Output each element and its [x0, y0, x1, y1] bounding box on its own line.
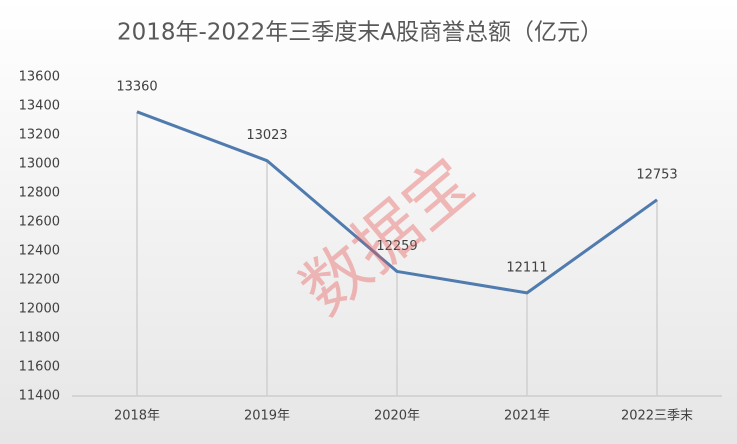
x-tick-label: 2019年: [244, 409, 290, 424]
x-tick-label: 2020年: [374, 409, 420, 424]
y-tick-label: 12000: [19, 302, 60, 317]
data-label: 12259: [376, 239, 417, 254]
x-tick-label: 2021年: [504, 409, 550, 424]
series-line: [136, 110, 658, 295]
y-tick-label: 13200: [19, 128, 60, 143]
chart-title: 2018年-2022年三季度末A股商誉总额（亿元）: [117, 20, 603, 46]
y-tick-label: 12400: [19, 244, 60, 259]
data-label: 12111: [506, 260, 547, 275]
y-tick-label: 11800: [19, 331, 60, 346]
y-tick-label: 11600: [19, 360, 60, 375]
data-label: 12753: [636, 167, 677, 182]
y-tick-label: 13600: [19, 70, 60, 85]
x-tick-label: 2022三季末: [621, 409, 693, 424]
y-tick-label: 13400: [19, 99, 60, 114]
y-tick-label: 12600: [19, 215, 60, 230]
x-tick-label: 2018年: [114, 409, 160, 424]
data-label: 13360: [116, 79, 157, 94]
y-tick-label: 11400: [19, 389, 60, 404]
y-tick-label: 12200: [19, 273, 60, 288]
y-tick-label: 12800: [19, 186, 60, 201]
y-tick-label: 13000: [19, 157, 60, 172]
data-label: 13023: [246, 128, 287, 143]
